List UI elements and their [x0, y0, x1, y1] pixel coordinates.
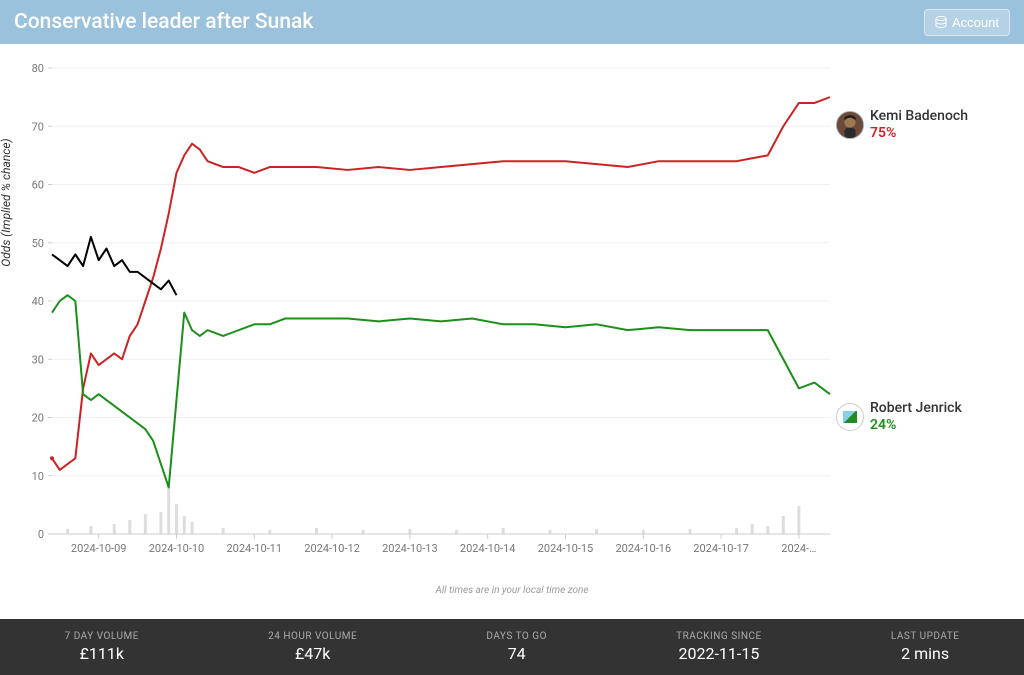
svg-text:30: 30 [32, 353, 44, 366]
svg-text:2024-10-17: 2024-10-17 [693, 542, 749, 555]
account-button[interactable]: Account [924, 9, 1010, 36]
footer-stat-value: 2022-11-15 [676, 644, 762, 663]
svg-text:60: 60 [32, 179, 44, 192]
header-bar: Conservative leader after Sunak Account [0, 0, 1024, 44]
footer-stat-value: 74 [486, 644, 547, 663]
svg-text:2024-10-12: 2024-10-12 [304, 542, 360, 555]
footer-stat-label: 24 HOUR VOLUME [268, 631, 357, 642]
legend-percentage: 75% [870, 125, 968, 142]
footer-stat-value: £111k [65, 644, 139, 663]
svg-text:2024-10-10: 2024-10-10 [149, 542, 205, 555]
legend-item-jenrick: Robert Jenrick24% [836, 400, 962, 434]
footer-stat-label: DAYS TO GO [486, 631, 547, 642]
svg-text:2024-…: 2024-… [781, 542, 816, 555]
legend-name: Robert Jenrick [870, 400, 962, 417]
avatar [836, 111, 864, 139]
footer-stat-value: £47k [268, 644, 357, 663]
svg-text:10: 10 [32, 470, 44, 483]
legend-item-badenoch: Kemi Badenoch75% [836, 108, 968, 142]
stats-footer: 7 DAY VOLUME £111k 24 HOUR VOLUME £47k DAYS … [0, 619, 1024, 675]
avatar [836, 403, 864, 431]
page-title: Conservative leader after Sunak [14, 10, 313, 34]
svg-text:2024-10-15: 2024-10-15 [538, 542, 594, 555]
svg-text:2024-10-13: 2024-10-13 [382, 542, 438, 555]
svg-text:2024-10-16: 2024-10-16 [616, 542, 672, 555]
svg-text:50: 50 [32, 237, 44, 250]
footer-stat: LAST UPDATE 2 mins [891, 631, 960, 663]
footer-stat: 24 HOUR VOLUME £47k [268, 631, 357, 663]
footer-stat: TRACKING SINCE 2022-11-15 [676, 631, 762, 663]
svg-text:80: 80 [32, 62, 44, 75]
svg-text:40: 40 [32, 295, 44, 308]
footer-stat-value: 2 mins [891, 644, 960, 663]
svg-text:2024-10-09: 2024-10-09 [71, 542, 127, 555]
footer-stat: 7 DAY VOLUME £111k [65, 631, 139, 663]
chart-area: 0 10 20 30 40 50 60 70 80 2024-10-09 2024-10-10 202… [0, 44, 1024, 604]
footer-stat-label: 7 DAY VOLUME [65, 631, 139, 642]
legend-name: Kemi Badenoch [870, 108, 968, 125]
legend-percentage: 24% [870, 417, 962, 434]
database-icon [935, 16, 947, 28]
svg-text:70: 70 [32, 120, 44, 133]
svg-text:0: 0 [38, 528, 44, 541]
footer-stat-label: TRACKING SINCE [676, 631, 762, 642]
account-button-label: Account [952, 15, 999, 30]
footer-stat: DAYS TO GO 74 [486, 631, 547, 663]
y-axis-label: Odds (Implied % chance) [0, 138, 13, 266]
svg-text:2024-10-11: 2024-10-11 [227, 542, 283, 555]
svg-text:2024-10-14: 2024-10-14 [460, 542, 516, 555]
svg-text:20: 20 [32, 412, 44, 425]
footer-stat-label: LAST UPDATE [891, 631, 960, 642]
timezone-note: All times are in your local time zone [0, 585, 1024, 596]
